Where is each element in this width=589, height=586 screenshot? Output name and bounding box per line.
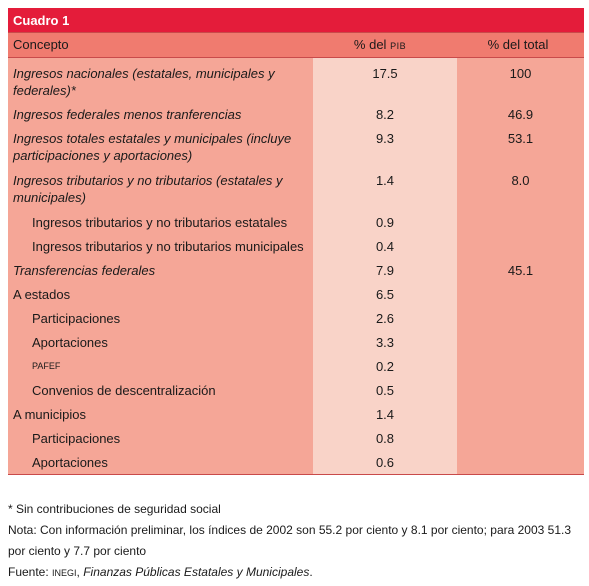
row-total-value: 8.0 bbox=[511, 173, 530, 188]
row-concept: Ingresos tributarios y no tributarios es… bbox=[32, 215, 288, 230]
row-total-value bbox=[457, 382, 584, 402]
table-notes: * Sin contribuciones de seguridad social… bbox=[8, 499, 584, 584]
row-pib-value: 1.4 bbox=[375, 173, 395, 188]
row-pib-value: 0.2 bbox=[375, 359, 395, 374]
source-end: . bbox=[309, 565, 313, 579]
row-pib-value: 9.3 bbox=[375, 131, 395, 146]
row-pib-value: 1.4 bbox=[375, 407, 395, 422]
header-total: % del total bbox=[487, 37, 549, 52]
table-body: Ingresos nacionales (estatales, municipa… bbox=[8, 58, 584, 475]
header-concept: Concepto bbox=[13, 37, 69, 52]
row-pib-value: 6.5 bbox=[375, 287, 395, 302]
row-total-value: 53.1 bbox=[507, 131, 534, 146]
row-pib-value: 0.9 bbox=[375, 215, 395, 230]
row-concept: Ingresos tributarios y no tributarios (e… bbox=[13, 173, 283, 205]
data-table: Cuadro 1 Concepto % del PIB % del total … bbox=[8, 8, 584, 475]
header-pib: % del PIB bbox=[308, 33, 452, 57]
source-org: INEGI bbox=[52, 568, 77, 578]
row-concept: Participaciones bbox=[32, 311, 121, 326]
row-concept: Ingresos totales estatales y municipales… bbox=[13, 131, 292, 163]
row-concept: Aportaciones bbox=[32, 455, 108, 470]
row-pib-value: 7.9 bbox=[375, 263, 395, 278]
row-total-value bbox=[457, 334, 584, 354]
table-row: Ingresos federales menos tranferencias 8.… bbox=[8, 102, 584, 126]
row-concept: Transferencias federales bbox=[13, 263, 156, 278]
source-label: Fuente: bbox=[8, 565, 53, 579]
row-pib-value: 0.4 bbox=[375, 239, 395, 254]
row-concept: Convenios de descentralización bbox=[32, 383, 216, 398]
table-row: PAFEF 0.2 bbox=[8, 354, 584, 378]
source-title: Finanzas Públicas Estatales y Municipale… bbox=[83, 565, 310, 579]
row-concept: Aportaciones bbox=[32, 335, 108, 350]
row-total-value bbox=[457, 310, 584, 330]
row-total-value bbox=[457, 406, 584, 426]
row-total-value: 45.1 bbox=[507, 263, 534, 278]
row-total-value bbox=[457, 454, 584, 474]
table-row: Ingresos tributarios y no tributarios es… bbox=[8, 210, 584, 234]
row-concept: A estados bbox=[13, 287, 71, 302]
table-row: Transferencias federales 7.9 45.1 bbox=[8, 258, 584, 282]
table-row: A estados 6.5 bbox=[8, 282, 584, 306]
row-total-value bbox=[457, 238, 584, 258]
table-row: Aportaciones 0.6 bbox=[8, 450, 584, 474]
row-concept: Participaciones bbox=[32, 431, 121, 446]
table-row: Aportaciones 3.3 bbox=[8, 330, 584, 354]
row-pib-value: 0.5 bbox=[375, 383, 395, 398]
row-pib-value: 3.3 bbox=[375, 335, 395, 350]
row-concept: A municipios bbox=[13, 407, 86, 422]
row-total-value bbox=[457, 286, 584, 306]
table-caption: Cuadro 1 bbox=[8, 8, 584, 32]
note-preliminary: Nota: Con información preliminar, los ín… bbox=[8, 523, 572, 558]
row-total-value bbox=[457, 214, 584, 234]
row-concept: PAFEF bbox=[32, 361, 61, 371]
table-row: Participaciones 2.6 bbox=[8, 306, 584, 330]
row-pib-value: 0.8 bbox=[375, 431, 395, 446]
row-total-value: 100 bbox=[509, 66, 532, 81]
row-pib-value: 17.5 bbox=[372, 66, 398, 81]
row-total-value bbox=[457, 430, 584, 450]
note-asterisk: * Sin contribuciones de seguridad social bbox=[8, 502, 221, 516]
header-pib-prefix: % del bbox=[353, 37, 391, 52]
row-concept: Ingresos federales menos tranferencias bbox=[13, 107, 242, 122]
table-row: Ingresos totales estatales y municipales… bbox=[8, 126, 584, 168]
row-pib-value: 2.6 bbox=[375, 311, 395, 326]
table-row: Convenios de descentralización 0.5 bbox=[8, 378, 584, 402]
row-pib-value: 0.6 bbox=[375, 455, 395, 470]
table-row: Ingresos nacionales (estatales, municipa… bbox=[8, 58, 584, 102]
table-header: Concepto % del PIB % del total bbox=[8, 32, 584, 58]
table-row: Ingresos tributarios y no tributarios (e… bbox=[8, 168, 584, 210]
note-source: Fuente: INEGI, Finanzas Públicas Estatal… bbox=[8, 562, 584, 584]
table-row: Ingresos tributarios y no tributarios mu… bbox=[8, 234, 584, 258]
table-row: A municipios 1.4 bbox=[8, 402, 584, 426]
row-concept: Ingresos tributarios y no tributarios mu… bbox=[32, 239, 304, 254]
row-concept: Ingresos nacionales (estatales, municipa… bbox=[13, 66, 275, 98]
pib-column-highlight bbox=[313, 58, 457, 474]
header-pib-abbr: PIB bbox=[390, 41, 407, 51]
table-row: Participaciones 0.8 bbox=[8, 426, 584, 450]
row-pib-value: 8.2 bbox=[375, 107, 395, 122]
row-total-value bbox=[457, 358, 584, 378]
source-sep: , bbox=[76, 565, 84, 579]
row-total-value: 46.9 bbox=[507, 107, 534, 122]
